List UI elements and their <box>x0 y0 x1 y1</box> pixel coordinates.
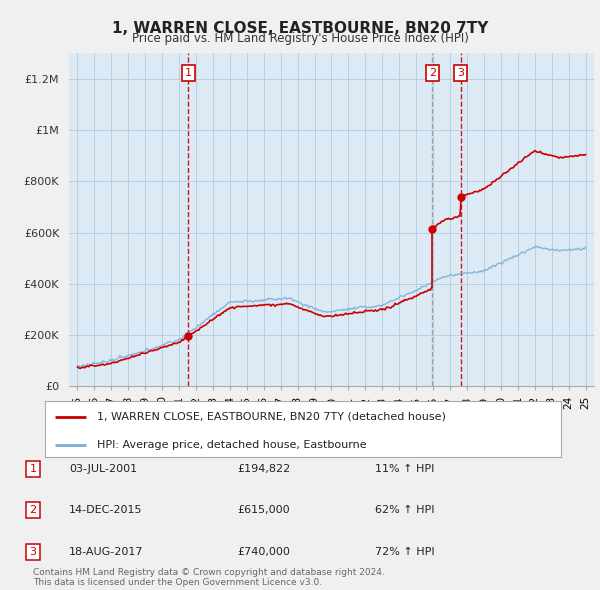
Text: 3: 3 <box>29 547 37 556</box>
Text: 14-DEC-2015: 14-DEC-2015 <box>69 506 143 515</box>
Text: 1, WARREN CLOSE, EASTBOURNE, BN20 7TY (detached house): 1, WARREN CLOSE, EASTBOURNE, BN20 7TY (d… <box>97 412 445 422</box>
Text: £615,000: £615,000 <box>237 506 290 515</box>
Text: 72% ↑ HPI: 72% ↑ HPI <box>375 547 434 556</box>
Text: 11% ↑ HPI: 11% ↑ HPI <box>375 464 434 474</box>
Text: 1: 1 <box>29 464 37 474</box>
Text: 2: 2 <box>29 506 37 515</box>
Text: 2: 2 <box>429 68 436 78</box>
Text: 3: 3 <box>457 68 464 78</box>
Text: £194,822: £194,822 <box>237 464 290 474</box>
Text: 03-JUL-2001: 03-JUL-2001 <box>69 464 137 474</box>
Text: £740,000: £740,000 <box>237 547 290 556</box>
Text: 18-AUG-2017: 18-AUG-2017 <box>69 547 143 556</box>
Text: Price paid vs. HM Land Registry's House Price Index (HPI): Price paid vs. HM Land Registry's House … <box>131 32 469 45</box>
Text: 1, WARREN CLOSE, EASTBOURNE, BN20 7TY: 1, WARREN CLOSE, EASTBOURNE, BN20 7TY <box>112 21 488 35</box>
Text: 62% ↑ HPI: 62% ↑ HPI <box>375 506 434 515</box>
Text: HPI: Average price, detached house, Eastbourne: HPI: Average price, detached house, East… <box>97 440 366 450</box>
Text: 1: 1 <box>185 68 192 78</box>
Text: Contains HM Land Registry data © Crown copyright and database right 2024.
This d: Contains HM Land Registry data © Crown c… <box>33 568 385 587</box>
